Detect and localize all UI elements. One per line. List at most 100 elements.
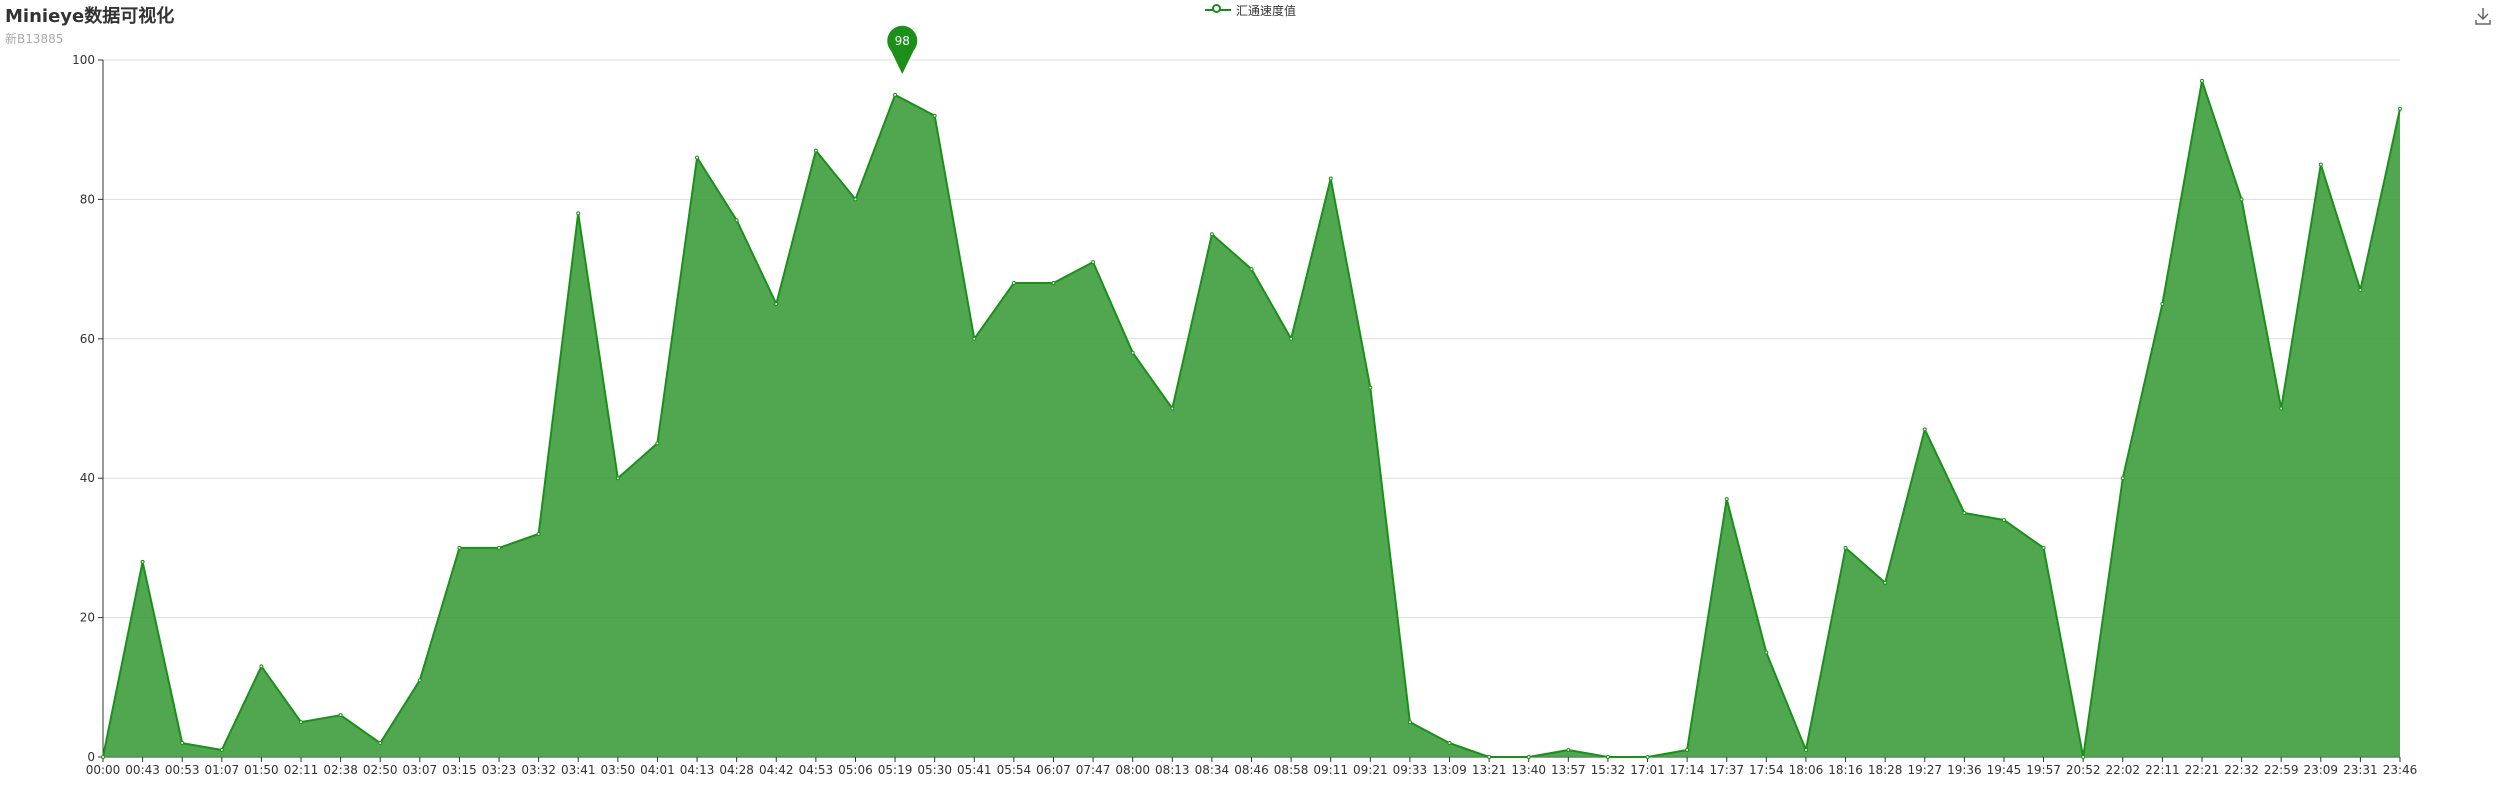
y-tick-label: 0 bbox=[87, 750, 95, 764]
x-tick-label: 09:11 bbox=[1313, 763, 1348, 777]
data-point bbox=[2120, 476, 2125, 481]
x-tick-label: 13:57 bbox=[1551, 763, 1586, 777]
x-tick-label: 03:41 bbox=[561, 763, 596, 777]
x-tick-label: 04:53 bbox=[799, 763, 834, 777]
data-point bbox=[1605, 755, 1610, 759]
x-tick-label: 23:09 bbox=[2303, 763, 2338, 777]
data-point bbox=[1883, 580, 1888, 585]
y-tick-label: 20 bbox=[80, 611, 95, 625]
x-tick-label: 07:47 bbox=[1076, 763, 1111, 777]
data-point bbox=[615, 476, 620, 481]
data-point bbox=[1803, 748, 1808, 753]
data-point bbox=[1685, 748, 1690, 753]
data-point bbox=[1843, 545, 1848, 550]
chart-subtitle: 新B13885 bbox=[5, 32, 64, 46]
x-tick-label: 01:50 bbox=[244, 763, 279, 777]
data-point bbox=[1130, 350, 1135, 355]
data-point bbox=[695, 155, 700, 160]
x-tick-label: 19:57 bbox=[2026, 763, 2061, 777]
x-tick-label: 09:33 bbox=[1393, 763, 1428, 777]
data-point bbox=[1170, 406, 1175, 411]
data-point bbox=[2081, 755, 2086, 759]
data-point bbox=[140, 559, 145, 564]
x-tick-label: 00:00 bbox=[86, 763, 121, 777]
data-point bbox=[1249, 267, 1254, 272]
data-point bbox=[1289, 336, 1294, 341]
x-tick-label: 02:50 bbox=[363, 763, 398, 777]
x-tick-label: 01:07 bbox=[205, 763, 240, 777]
x-tick-label: 22:21 bbox=[2185, 763, 2220, 777]
data-point bbox=[893, 92, 898, 97]
download-icon[interactable] bbox=[2473, 6, 2493, 26]
y-tick-label: 80 bbox=[80, 192, 95, 206]
x-tick-label: 23:31 bbox=[2343, 763, 2378, 777]
x-tick-label: 03:15 bbox=[442, 763, 477, 777]
x-tick-label: 13:40 bbox=[1511, 763, 1546, 777]
y-tick-label: 100 bbox=[72, 53, 95, 67]
data-point bbox=[2160, 301, 2165, 306]
legend-item[interactable]: 汇通速度值 bbox=[1205, 2, 1296, 18]
data-point bbox=[655, 441, 660, 446]
data-point bbox=[1051, 281, 1056, 286]
data-point bbox=[1526, 755, 1531, 759]
x-tick-label: 23:46 bbox=[2383, 763, 2418, 777]
data-point bbox=[734, 218, 739, 223]
x-tick-label: 09:21 bbox=[1353, 763, 1388, 777]
x-tick-label: 17:37 bbox=[1709, 763, 1744, 777]
x-tick-label: 03:23 bbox=[482, 763, 517, 777]
data-point bbox=[180, 741, 185, 746]
x-tick-label: 05:30 bbox=[917, 763, 952, 777]
data-point bbox=[2279, 406, 2284, 411]
max-mark-pin bbox=[887, 25, 918, 74]
x-tick-label: 08:46 bbox=[1234, 763, 1269, 777]
data-point bbox=[378, 741, 383, 746]
x-tick-label: 03:50 bbox=[601, 763, 636, 777]
x-tick-label: 05:41 bbox=[957, 763, 992, 777]
x-tick-label: 02:11 bbox=[284, 763, 319, 777]
data-point bbox=[1091, 260, 1096, 265]
x-tick-label: 13:21 bbox=[1472, 763, 1507, 777]
x-tick-label: 08:34 bbox=[1195, 763, 1230, 777]
x-tick-label: 19:45 bbox=[1987, 763, 2022, 777]
data-point bbox=[1645, 755, 1650, 759]
x-tick-label: 03:07 bbox=[403, 763, 438, 777]
x-tick-label: 05:54 bbox=[997, 763, 1032, 777]
x-tick-label: 08:13 bbox=[1155, 763, 1190, 777]
data-point bbox=[338, 713, 343, 718]
x-tick-label: 22:02 bbox=[2105, 763, 2140, 777]
x-tick-label: 17:01 bbox=[1630, 763, 1665, 777]
x-tick-label: 20:52 bbox=[2066, 763, 2101, 777]
x-tick-label: 17:14 bbox=[1670, 763, 1705, 777]
data-point bbox=[536, 531, 541, 536]
legend-line-icon bbox=[1205, 3, 1231, 17]
x-tick-label: 02:38 bbox=[323, 763, 358, 777]
y-tick-label: 40 bbox=[80, 471, 95, 485]
data-point bbox=[259, 664, 264, 669]
x-tick-label: 08:58 bbox=[1274, 763, 1309, 777]
data-point bbox=[457, 545, 462, 550]
data-point bbox=[1764, 650, 1769, 655]
data-point bbox=[576, 211, 581, 216]
x-tick-label: 18:06 bbox=[1789, 763, 1824, 777]
data-point bbox=[299, 720, 304, 725]
x-tick-label: 22:32 bbox=[2224, 763, 2259, 777]
data-point bbox=[2239, 197, 2244, 202]
x-tick-label: 04:28 bbox=[719, 763, 754, 777]
data-point bbox=[1962, 511, 1967, 516]
data-point bbox=[1487, 755, 1492, 759]
x-tick-label: 05:19 bbox=[878, 763, 913, 777]
data-point bbox=[417, 678, 422, 683]
data-point bbox=[1566, 748, 1571, 753]
legend-label: 汇通速度值 bbox=[1236, 3, 1297, 18]
data-point bbox=[497, 545, 502, 550]
data-point bbox=[2041, 545, 2046, 550]
x-tick-label: 22:11 bbox=[2145, 763, 2180, 777]
chart-title: Minieye数据可视化 bbox=[5, 6, 175, 27]
data-point bbox=[1368, 385, 1373, 390]
data-point bbox=[1447, 741, 1452, 746]
x-tick-label: 06:07 bbox=[1036, 763, 1071, 777]
data-point bbox=[2199, 78, 2204, 83]
data-point bbox=[219, 748, 224, 753]
x-tick-label: 04:13 bbox=[680, 763, 715, 777]
